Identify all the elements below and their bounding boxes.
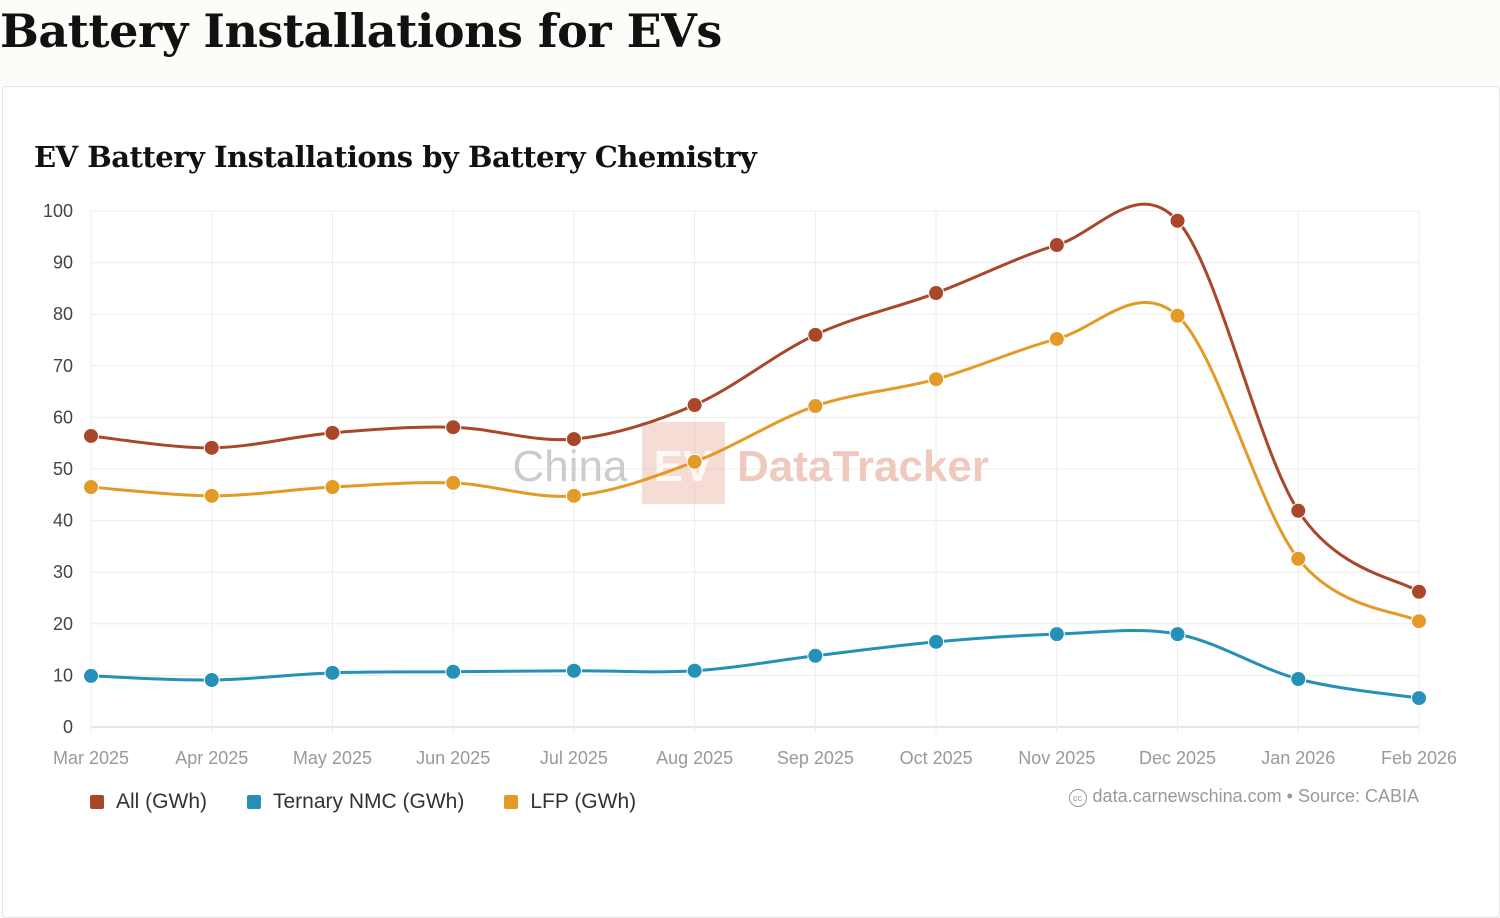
watermark-text: China (513, 442, 628, 491)
data-point (1411, 583, 1427, 600)
legend-item-lfp[interactable]: LFP (GWh) (504, 790, 636, 814)
y-tick-label: 100 (43, 201, 73, 221)
x-tick-label: May 2025 (293, 748, 372, 768)
data-point (1169, 626, 1186, 643)
chart-title: EV Battery Installations by Battery Chem… (34, 140, 757, 174)
x-tick-label: Mar 2025 (53, 748, 129, 768)
legend-swatch (90, 795, 104, 809)
legend-label: All (GWh) (116, 790, 207, 813)
legend-item-nmc[interactable]: Ternary NMC (GWh) (247, 790, 464, 814)
y-tick-label: 40 (53, 511, 73, 531)
legend: All (GWh) Ternary NMC (GWh) LFP (GWh) (90, 790, 636, 814)
y-tick-label: 60 (53, 407, 73, 427)
data-point (928, 285, 945, 302)
data-point (807, 326, 824, 343)
watermark-text: DataTracker (737, 442, 989, 491)
data-point (203, 487, 220, 504)
data-point (565, 487, 582, 504)
y-tick-label: 90 (53, 253, 73, 273)
data-point (686, 662, 703, 679)
data-point (203, 672, 220, 689)
data-point (1048, 237, 1065, 254)
legend-swatch (504, 795, 519, 809)
x-tick-label: Aug 2025 (656, 748, 733, 768)
data-point (686, 397, 703, 414)
x-tick-label: Sep 2025 (777, 748, 854, 768)
data-point (1290, 671, 1307, 688)
x-tick-label: Jan 2026 (1261, 748, 1335, 768)
data-point (324, 479, 341, 496)
data-point (83, 667, 99, 684)
x-tick-label: Feb 2026 (1381, 748, 1457, 768)
y-tick-label: 0 (63, 717, 73, 737)
legend-swatch (247, 795, 261, 809)
y-tick-label: 80 (53, 304, 73, 324)
data-point (1048, 626, 1065, 643)
data-point (1169, 212, 1186, 229)
x-tick-label: Dec 2025 (1139, 748, 1216, 768)
series-line (90, 629, 1420, 700)
data-point (445, 474, 462, 491)
data-point (1290, 550, 1307, 567)
data-point (83, 427, 99, 444)
data-point (83, 479, 99, 496)
data-point (1411, 690, 1427, 707)
page-title: Battery Installations for EVs (0, 4, 722, 58)
watermark-box (642, 422, 725, 504)
x-tick-label: Jul 2025 (540, 748, 608, 768)
data-point (445, 663, 462, 680)
x-tick-label: Oct 2025 (900, 748, 973, 768)
data-point (324, 424, 341, 441)
data-point (565, 662, 582, 679)
legend-label: LFP (GWh) (530, 790, 637, 813)
x-tick-label: Jun 2025 (416, 748, 490, 768)
data-point (203, 439, 220, 456)
legend-label: Ternary NMC (GWh) (273, 790, 465, 813)
data-point (807, 647, 824, 664)
data-point (1169, 307, 1186, 324)
y-tick-label: 20 (53, 614, 73, 634)
credit-text[interactable]: data.carnewschina.com • Source: CABIA (1092, 786, 1419, 806)
data-point (807, 398, 824, 415)
data-point (928, 371, 945, 388)
x-tick-label: Nov 2025 (1018, 748, 1095, 768)
data-point (445, 419, 462, 436)
x-tick-label: Apr 2025 (175, 748, 248, 768)
data-point (1290, 502, 1307, 519)
legend-item-all[interactable]: All (GWh) (90, 790, 207, 814)
y-tick-label: 30 (53, 562, 73, 582)
data-point (324, 664, 341, 681)
y-tick-label: 10 (53, 665, 73, 685)
data-point (686, 453, 703, 470)
data-point (1411, 613, 1427, 630)
chart-card (2, 86, 1500, 918)
creative-commons-icon: cc (1068, 789, 1087, 807)
data-point (1048, 330, 1065, 347)
credit: cc data.carnewschina.com • Source: CABIA (1068, 786, 1419, 807)
y-tick-label: 50 (53, 459, 73, 479)
data-point (565, 431, 582, 448)
y-tick-label: 70 (53, 356, 73, 376)
data-point (928, 633, 945, 650)
